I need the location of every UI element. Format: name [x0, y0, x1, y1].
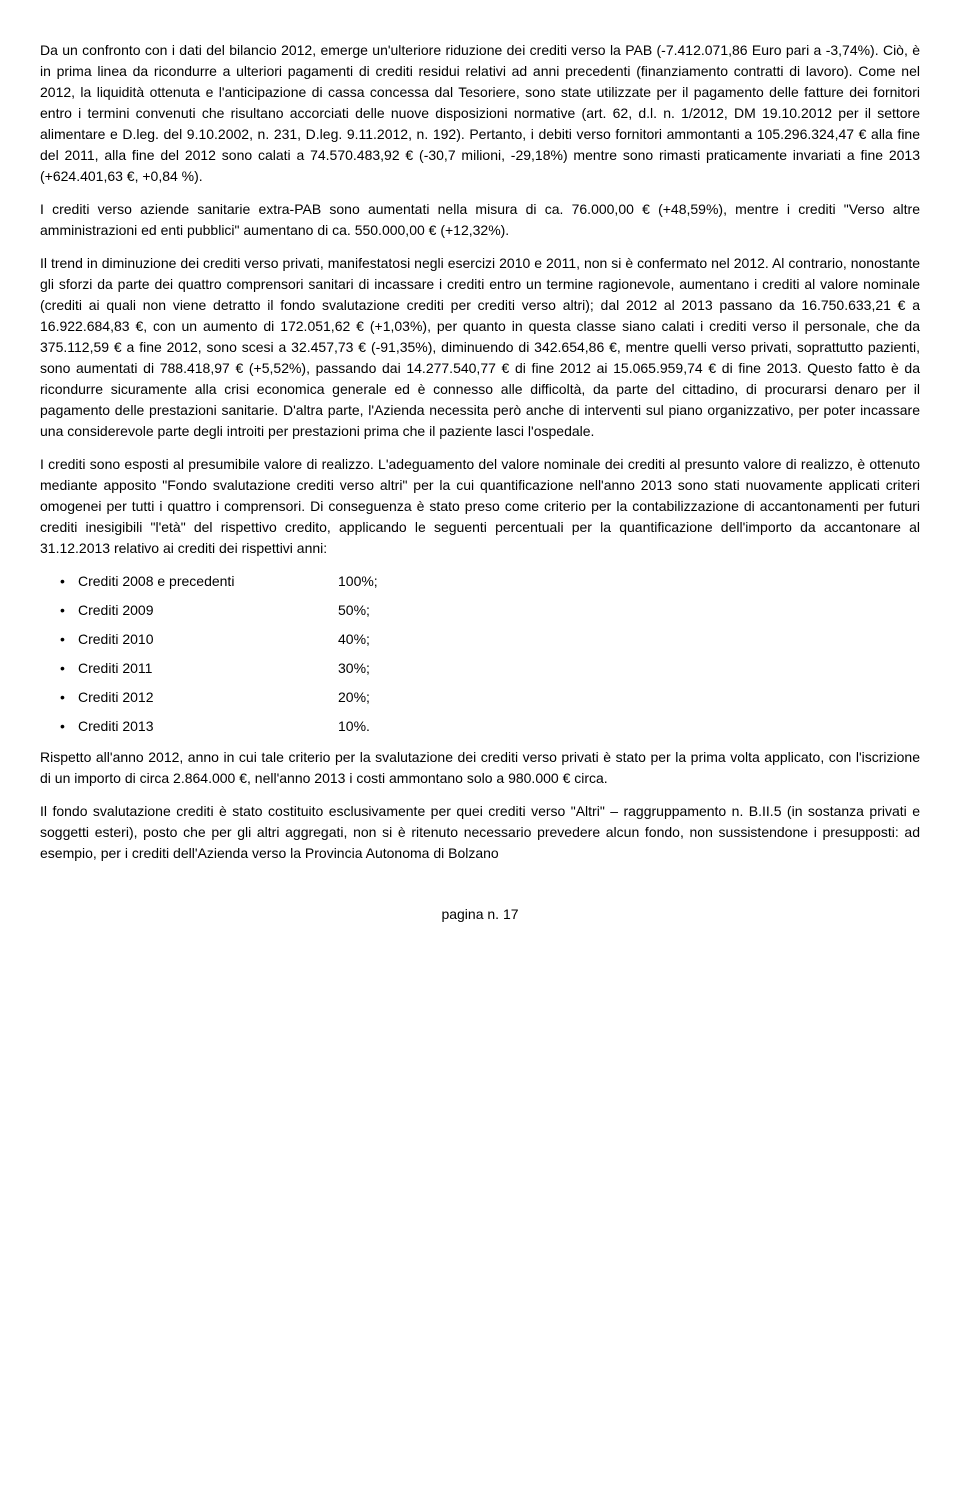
credit-label: Crediti 2013: [78, 716, 338, 737]
paragraph-6: Il fondo svalutazione crediti è stato co…: [40, 801, 920, 864]
credit-value: 40%;: [338, 631, 370, 647]
credit-value: 20%;: [338, 689, 370, 705]
credit-label: Crediti 2009: [78, 600, 338, 621]
credit-label: Crediti 2011: [78, 658, 338, 679]
credit-value: 100%;: [338, 573, 378, 589]
credit-value: 10%.: [338, 718, 370, 734]
list-item: Crediti 200950%;: [60, 600, 920, 621]
credit-label: Crediti 2010: [78, 629, 338, 650]
credit-label: Crediti 2012: [78, 687, 338, 708]
paragraph-4: I crediti sono esposti al presumibile va…: [40, 454, 920, 559]
credit-label: Crediti 2008 e precedenti: [78, 571, 338, 592]
list-item: Crediti 201130%;: [60, 658, 920, 679]
list-item: Crediti 2008 e precedenti100%;: [60, 571, 920, 592]
credit-value: 30%;: [338, 660, 370, 676]
page-footer: pagina n. 17: [40, 904, 920, 925]
paragraph-5: Rispetto all'anno 2012, anno in cui tale…: [40, 747, 920, 789]
list-item: Crediti 201310%.: [60, 716, 920, 737]
credits-list: Crediti 2008 e precedenti100%; Crediti 2…: [40, 571, 920, 737]
paragraph-1: Da un confronto con i dati del bilancio …: [40, 40, 920, 187]
credit-value: 50%;: [338, 602, 370, 618]
paragraph-2: I crediti verso aziende sanitarie extra-…: [40, 199, 920, 241]
list-item: Crediti 201220%;: [60, 687, 920, 708]
paragraph-3: Il trend in diminuzione dei crediti vers…: [40, 253, 920, 442]
list-item: Crediti 201040%;: [60, 629, 920, 650]
